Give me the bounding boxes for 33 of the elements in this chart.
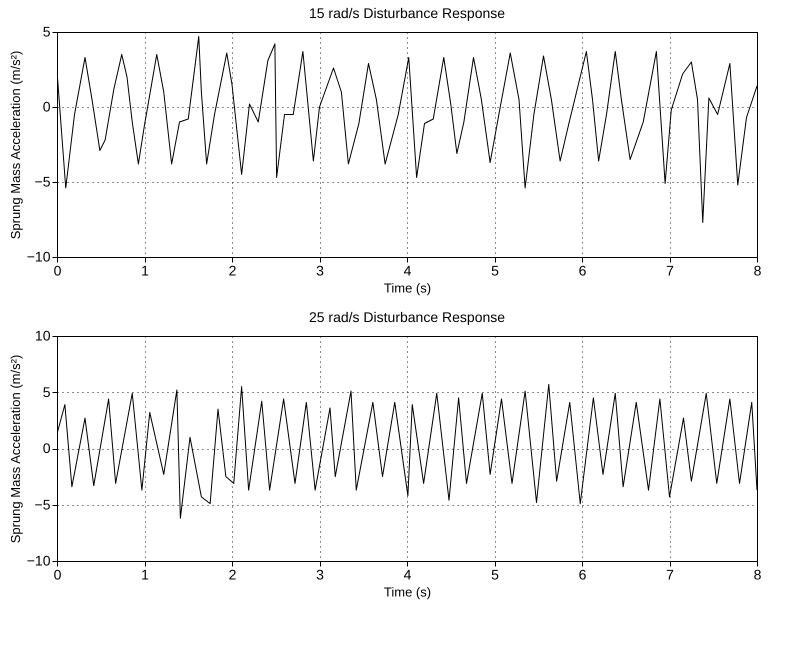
y-axis-title: Sprung Mass Acceleration (m/s²)	[8, 50, 23, 240]
x-tick-label: 2	[228, 262, 237, 278]
x-tick-label: 3	[316, 566, 324, 582]
x-axis-title: Time (s)	[384, 584, 432, 600]
x-tick-label: 8	[754, 262, 762, 278]
y-tick-label: 5	[42, 384, 51, 400]
x-tick-label: 5	[491, 262, 500, 278]
y-tick-label: −10	[26, 248, 51, 264]
x-tick-label: 3	[316, 262, 324, 278]
x-tick-label: 4	[404, 262, 412, 278]
x-tick-label: 0	[54, 566, 62, 582]
y-tick-label: 0	[42, 440, 51, 456]
y-axis-title: Sprung Mass Acceleration (m/s²)	[8, 354, 23, 544]
chart-title: 25 rad/s Disturbance Response	[308, 309, 506, 325]
x-tick-label: 6	[578, 566, 587, 582]
y-tick-label: −5	[34, 496, 51, 512]
y-tick-label: 10	[34, 328, 51, 344]
x-axis-title: Time (s)	[384, 280, 432, 296]
x-tick-label: 7	[666, 566, 674, 582]
x-tick-label: 2	[228, 566, 237, 582]
x-tick-label: 0	[54, 262, 62, 278]
x-tick-label: 1	[141, 566, 150, 582]
x-tick-label: 8	[754, 566, 762, 582]
y-tick-label: 0	[42, 98, 51, 114]
x-tick-label: 5	[491, 566, 500, 582]
x-tick-label: 1	[141, 262, 150, 278]
y-tick-label: −10	[26, 552, 51, 568]
y-tick-label: −5	[34, 174, 51, 190]
y-tick-label: 5	[42, 24, 51, 40]
chart-title: 15 rad/s Disturbance Response	[308, 5, 506, 21]
x-tick-label: 7	[666, 262, 674, 278]
x-tick-label: 4	[404, 566, 412, 582]
x-tick-label: 6	[578, 262, 587, 278]
